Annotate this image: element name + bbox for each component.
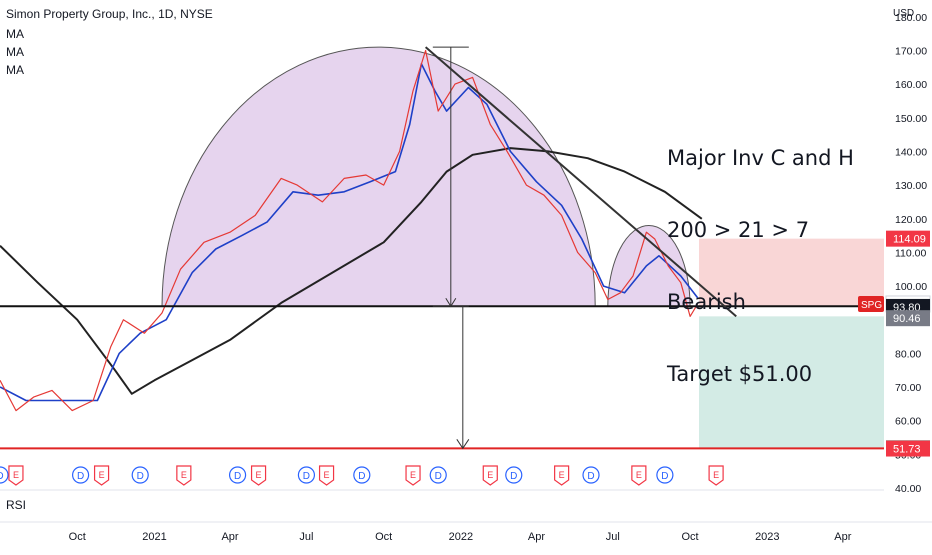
x-tick-label: Jul — [606, 531, 620, 543]
annotation-line: Major Inv C and H — [667, 146, 854, 170]
chart-symbol-title[interactable]: Simon Property Group, Inc., 1D, NYSE — [6, 7, 213, 21]
earnings-marker — [482, 465, 498, 486]
x-tick-label: Oct — [69, 531, 86, 543]
y-tick-label: 170.00 — [895, 45, 927, 57]
earnings-marker-label: E — [99, 470, 105, 480]
dividend-marker-label: D — [358, 471, 365, 482]
y-tick-label: 70.00 — [895, 382, 921, 394]
y-tick-label: 60.00 — [895, 416, 921, 428]
dividend-marker-label: D — [0, 471, 4, 482]
earnings-marker-label: E — [324, 470, 330, 480]
earnings-marker-label: E — [410, 470, 416, 480]
x-tick-label: Oct — [375, 531, 392, 543]
rsi-pane-label[interactable]: RSI — [6, 498, 27, 512]
price-label-value: 90.46 — [893, 313, 921, 325]
currency-label: USD — [893, 8, 914, 19]
dividend-marker-label: D — [303, 471, 310, 482]
x-tick-label: Jul — [299, 531, 313, 543]
dividend-marker-label: D — [77, 471, 84, 482]
x-tick-label: Oct — [682, 531, 699, 543]
earnings-marker — [250, 465, 267, 486]
dividend-marker — [656, 466, 674, 484]
price-label-value: 114.09 — [893, 234, 926, 246]
y-tick-label: 150.00 — [895, 113, 927, 125]
stop-loss-zone — [699, 238, 884, 307]
y-tick-label: 110.00 — [895, 247, 926, 259]
dividend-marker — [429, 466, 447, 484]
x-tick-label: Apr — [834, 531, 851, 543]
earnings-marker-label: E — [487, 470, 493, 480]
x-tick-label: Apr — [528, 531, 545, 543]
price-label-value: 51.73 — [893, 444, 921, 456]
dividend-marker — [353, 466, 371, 484]
price-label-box — [886, 440, 930, 457]
price-line — [0, 49, 699, 412]
height-marker-arrowhead — [445, 297, 457, 308]
symbol-badge — [858, 295, 884, 312]
cup-pattern-arc — [161, 47, 596, 307]
x-tick-label: Apr — [221, 531, 238, 543]
earnings-marker — [8, 465, 24, 486]
dividend-marker — [505, 466, 523, 484]
earnings-marker-label: E — [713, 470, 719, 480]
y-tick-label: 180.00 — [895, 12, 927, 24]
earnings-marker — [176, 465, 192, 486]
dividend-marker — [297, 466, 316, 484]
price-label-box — [886, 310, 930, 327]
y-tick-label: 40.00 — [895, 483, 921, 495]
earnings-marker-label: E — [559, 470, 565, 480]
earnings-marker — [93, 465, 110, 486]
earnings-marker — [631, 465, 647, 486]
x-tick-label: 2022 — [449, 531, 473, 543]
y-tick-label: 160.00 — [895, 79, 927, 91]
dividend-marker — [582, 466, 600, 484]
dividend-marker-label: D — [435, 471, 442, 482]
earnings-marker-label: E — [13, 470, 19, 480]
dividend-marker-label: D — [661, 471, 668, 482]
y-tick-label: 100.00 — [895, 281, 927, 293]
x-tick-label: 2021 — [142, 531, 166, 543]
dividend-marker-label: D — [234, 471, 241, 482]
earnings-marker — [405, 465, 421, 486]
dividend-marker — [71, 466, 90, 484]
earnings-marker-label: E — [256, 470, 262, 480]
dividend-marker-label: D — [587, 471, 594, 482]
annotation-line: Target $51.00 — [667, 362, 813, 386]
annotation-line: 200 > 21 > 7 — [667, 218, 810, 242]
annotation-line: Bearish — [667, 290, 746, 314]
dividend-marker — [228, 466, 247, 484]
dividend-marker — [131, 466, 149, 484]
ma-fast-line — [0, 63, 699, 402]
earnings-marker-label: E — [181, 470, 187, 480]
chart-annotation-text: Major Inv C and H 200 > 21 > 7 Bearish T… — [667, 98, 854, 410]
dividend-marker — [0, 466, 9, 484]
dividend-marker-label: D — [137, 471, 144, 482]
indicator-label-ma-3[interactable]: MA — [6, 63, 24, 77]
profit-target-zone — [699, 316, 884, 449]
y-tick-label: 120.00 — [895, 214, 927, 226]
x-tick-label: 2023 — [755, 531, 779, 543]
price-label-box — [886, 230, 930, 247]
indicator-label-ma-1[interactable]: MA — [6, 27, 24, 41]
y-tick-label: 130.00 — [895, 180, 927, 192]
ma-slow-line — [0, 147, 703, 395]
earnings-marker — [708, 465, 724, 486]
y-tick-label: 140.00 — [895, 146, 927, 158]
earnings-marker-label: E — [636, 470, 642, 480]
symbol-badge-label: SPG — [861, 300, 882, 311]
earnings-marker — [318, 465, 335, 486]
earnings-marker — [554, 465, 570, 486]
handle-pattern-arc — [607, 224, 691, 307]
descending-trendline — [424, 46, 737, 318]
target-arrow-head — [456, 439, 470, 450]
y-tick-label: 80.00 — [895, 348, 921, 360]
indicator-label-ma-2[interactable]: MA — [6, 45, 24, 59]
dividend-marker-label: D — [510, 471, 517, 482]
